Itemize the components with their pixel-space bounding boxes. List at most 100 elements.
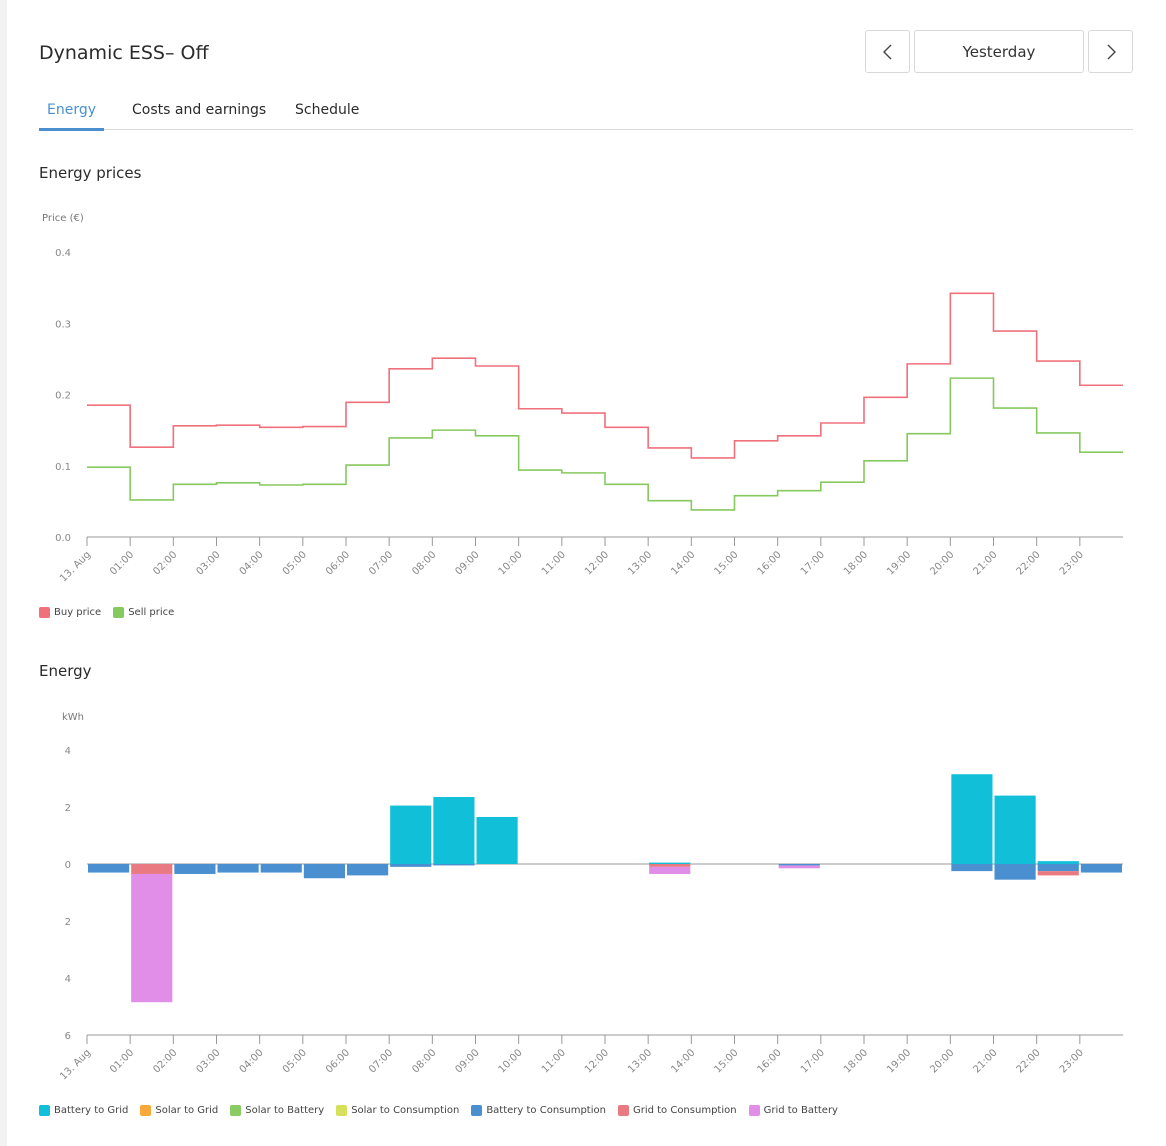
bar-battery-to-consumption [994, 864, 1036, 880]
legend-label: Battery to Grid [54, 1105, 129, 1116]
legend-item-battery-to-grid[interactable]: Battery to Grid [39, 1105, 128, 1116]
x-tick-label: 16:00 [756, 1047, 784, 1075]
legend-item-solar-to-battery[interactable]: Solar to Battery [230, 1105, 324, 1116]
legend-label: Solar to Grid [155, 1105, 219, 1116]
bar-battery-to-consumption [303, 864, 345, 879]
x-tick-label: 20:00 [928, 1047, 956, 1075]
x-tick-label: 06:00 [324, 1047, 352, 1075]
next-day-button[interactable] [1088, 30, 1133, 73]
y-axis-label: Price (€) [42, 213, 84, 224]
x-tick-label: 17:00 [799, 549, 827, 577]
x-tick-label: 15:00 [712, 549, 740, 577]
energy-title: Energy [39, 662, 92, 680]
chevron-left-icon [882, 44, 891, 59]
y-tick-label: 0.4 [55, 248, 71, 259]
x-tick-label: 16:00 [756, 549, 784, 577]
x-tick-label: 19:00 [885, 1047, 913, 1075]
bar-battery-to-consumption [260, 864, 302, 873]
x-tick-label: 11:00 [540, 549, 568, 577]
x-tick-label: 04:00 [238, 549, 266, 577]
x-tick-label: 20:00 [928, 549, 956, 577]
bar-battery-to-consumption [951, 864, 993, 872]
chevron-right-icon [1107, 44, 1116, 59]
bar-grid-to-battery [778, 865, 820, 869]
tab-schedule[interactable]: Schedule [295, 102, 360, 118]
y-tick-label: 2 [65, 917, 71, 928]
bar-battery-to-consumption [433, 864, 475, 866]
previous-day-button[interactable] [865, 30, 910, 73]
x-tick-label: 12:00 [583, 1047, 611, 1075]
x-tick-label: 18:00 [842, 549, 870, 577]
bar-battery-to-consumption [88, 864, 130, 873]
bar-grid-to-battery [131, 873, 173, 1003]
x-tick-label: 01:00 [108, 549, 136, 577]
x-tick-label: 04:00 [238, 1047, 266, 1075]
bar-battery-to-consumption [1037, 864, 1079, 872]
legend-item-battery-to-consumption[interactable]: Battery to Consumption [471, 1105, 606, 1116]
x-tick-label: 09:00 [453, 549, 481, 577]
legend-label: Solar to Consumption [351, 1105, 460, 1116]
legend-item-grid-to-battery[interactable]: Grid to Battery [748, 1105, 838, 1116]
legend-swatch [113, 607, 125, 618]
x-tick-label: 03:00 [194, 1047, 222, 1075]
y-tick-label: 0.3 [55, 319, 71, 330]
tab-bar: Energy Costs and earnings Schedule [39, 96, 1133, 131]
x-tick-label: 14:00 [669, 549, 697, 577]
price-chart: Price (€) 0.0 0.1 0.2 0.3 0.4 13. Aug 01:00 02:0… [42, 213, 1123, 584]
page-title: Dynamic ESS– Off [39, 42, 209, 64]
x-tick-label: 13:00 [626, 549, 654, 577]
bar-battery-to-consumption [217, 864, 259, 873]
y-tick-label: 0.1 [55, 462, 71, 473]
legend-label: Grid to Battery [763, 1105, 838, 1116]
bar-battery-to-grid [433, 797, 475, 864]
legend-item-buy-price[interactable]: Buy price [39, 607, 101, 618]
legend-label: Sell price [128, 607, 175, 618]
legend-swatch [39, 1105, 50, 1116]
x-tick-label: 13. Aug [58, 549, 93, 584]
tab-energy[interactable]: Energy [39, 102, 105, 131]
x-tick-label: 01:00 [108, 1047, 136, 1075]
x-tick-label: 11:00 [540, 1047, 568, 1075]
x-tick-label: 06:00 [324, 549, 352, 577]
x-tick-label: 18:00 [842, 1047, 870, 1075]
x-tick-label: 22:00 [1015, 549, 1043, 577]
bar-grid-to-battery [649, 866, 691, 874]
dynamic-ess-panel: Dynamic ESS– Off Yesterday Energy Costs … [7, 0, 1166, 1146]
legend-label: Grid to Consumption [632, 1105, 737, 1116]
x-tick-label: 21:00 [971, 1047, 999, 1075]
legend-label: Battery to Consumption [486, 1105, 606, 1116]
series-line-buy-price [87, 292, 1123, 459]
y-tick-label: 4 [65, 974, 71, 985]
legend-label: Solar to Battery [245, 1105, 325, 1116]
legend-swatch [230, 1105, 242, 1116]
legend-item-sell-price[interactable]: Sell price [113, 607, 174, 618]
x-tick-label: 21:00 [971, 549, 999, 577]
x-tick-label: 22:00 [1015, 1047, 1043, 1075]
x-tick-label: 19:00 [885, 549, 913, 577]
series-line-sell-price [87, 377, 1123, 511]
bar-grid-to-consumption [131, 864, 173, 874]
x-tick-label: 02:00 [151, 549, 179, 577]
y-tick-label: 0 [65, 860, 71, 871]
x-tick-label: 23:00 [1058, 1047, 1086, 1075]
bar-grid-to-consumption [1037, 871, 1079, 876]
bar-grid-to-consumption [649, 864, 691, 867]
date-selector-button[interactable]: Yesterday [914, 30, 1084, 73]
y-tick-label: 0.0 [55, 533, 71, 544]
legend-item-solar-to-consumption[interactable]: Solar to Consumption [336, 1105, 459, 1116]
x-tick-label: 05:00 [281, 549, 309, 577]
bar-battery-to-grid [994, 795, 1036, 864]
y-tick-label: 4 [65, 746, 71, 757]
legend-swatch [748, 1105, 760, 1116]
legend-item-solar-to-grid[interactable]: Solar to Grid [140, 1105, 218, 1116]
legend-swatch [336, 1105, 348, 1116]
legend-swatch [140, 1105, 152, 1116]
bar-battery-to-consumption [1080, 864, 1122, 873]
energy-prices-title: Energy prices [39, 164, 142, 182]
tab-costs-and-earnings[interactable]: Costs and earnings [132, 102, 267, 118]
x-tick-label: 15:00 [712, 1047, 740, 1075]
bar-battery-to-consumption [778, 864, 820, 866]
x-tick-label: 07:00 [367, 549, 395, 577]
legend-item-grid-to-consumption[interactable]: Grid to Consumption [617, 1105, 737, 1116]
x-tick-label: 09:00 [453, 1047, 481, 1075]
